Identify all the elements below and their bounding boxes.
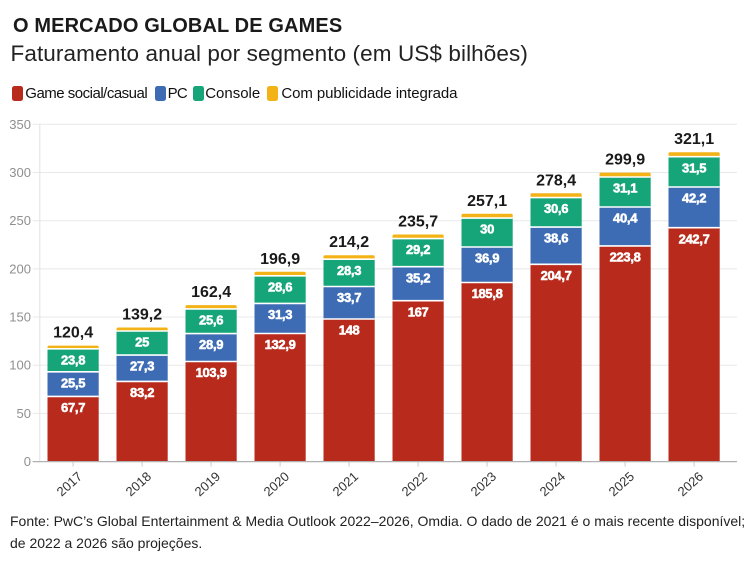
- svg-text:162,4: 162,4: [191, 284, 231, 301]
- svg-text:28,9: 28,9: [199, 337, 223, 352]
- svg-text:257,1: 257,1: [467, 193, 507, 210]
- svg-text:250: 250: [9, 213, 31, 228]
- svg-text:25,6: 25,6: [199, 313, 223, 328]
- svg-text:103,9: 103,9: [196, 365, 227, 380]
- svg-text:350: 350: [9, 117, 31, 132]
- svg-text:0: 0: [24, 454, 31, 469]
- svg-text:2023: 2023: [468, 469, 500, 499]
- svg-text:2022: 2022: [399, 469, 431, 499]
- svg-text:42,2: 42,2: [682, 191, 706, 206]
- svg-text:28,3: 28,3: [337, 263, 361, 278]
- svg-text:29,2: 29,2: [406, 242, 430, 257]
- svg-text:2021: 2021: [330, 469, 362, 499]
- svg-text:100: 100: [9, 358, 31, 373]
- svg-text:83,2: 83,2: [130, 385, 154, 400]
- svg-text:25: 25: [135, 335, 149, 350]
- svg-text:2026: 2026: [675, 469, 707, 499]
- svg-text:67,7: 67,7: [61, 400, 85, 415]
- svg-text:2018: 2018: [123, 469, 155, 499]
- svg-text:40,4: 40,4: [613, 211, 638, 226]
- svg-text:150: 150: [9, 310, 31, 325]
- svg-text:148: 148: [339, 323, 360, 338]
- svg-text:30,6: 30,6: [544, 201, 568, 216]
- svg-text:185,8: 185,8: [472, 286, 503, 301]
- svg-text:321,1: 321,1: [674, 131, 714, 148]
- svg-text:2025: 2025: [606, 469, 638, 499]
- svg-text:35,2: 35,2: [406, 270, 430, 285]
- svg-text:200: 200: [9, 261, 31, 276]
- svg-text:196,9: 196,9: [260, 251, 300, 268]
- svg-text:120,4: 120,4: [53, 325, 93, 342]
- svg-text:28,6: 28,6: [268, 279, 292, 294]
- svg-text:167: 167: [408, 304, 429, 319]
- svg-text:38,6: 38,6: [544, 231, 568, 246]
- svg-text:30: 30: [480, 222, 494, 237]
- svg-text:299,9: 299,9: [605, 152, 645, 169]
- svg-text:132,9: 132,9: [265, 337, 296, 352]
- svg-text:242,7: 242,7: [679, 231, 710, 246]
- svg-text:36,9: 36,9: [475, 251, 499, 266]
- svg-text:214,2: 214,2: [329, 234, 369, 251]
- svg-text:31,1: 31,1: [613, 181, 637, 196]
- svg-text:300: 300: [9, 165, 31, 180]
- svg-text:23,8: 23,8: [61, 352, 85, 367]
- svg-text:2017: 2017: [54, 469, 86, 499]
- svg-text:27,3: 27,3: [130, 359, 154, 374]
- svg-text:278,4: 278,4: [536, 172, 576, 189]
- svg-text:235,7: 235,7: [398, 214, 438, 231]
- svg-text:25,5: 25,5: [61, 375, 85, 390]
- svg-text:31,5: 31,5: [682, 160, 706, 175]
- svg-text:204,7: 204,7: [541, 268, 572, 283]
- svg-text:2024: 2024: [537, 469, 569, 499]
- svg-text:31,3: 31,3: [268, 307, 292, 322]
- svg-text:50: 50: [17, 406, 31, 421]
- svg-text:223,8: 223,8: [610, 250, 641, 265]
- svg-text:33,7: 33,7: [337, 290, 361, 305]
- svg-text:2019: 2019: [192, 469, 224, 499]
- svg-text:139,2: 139,2: [122, 307, 162, 324]
- svg-text:2020: 2020: [261, 469, 293, 499]
